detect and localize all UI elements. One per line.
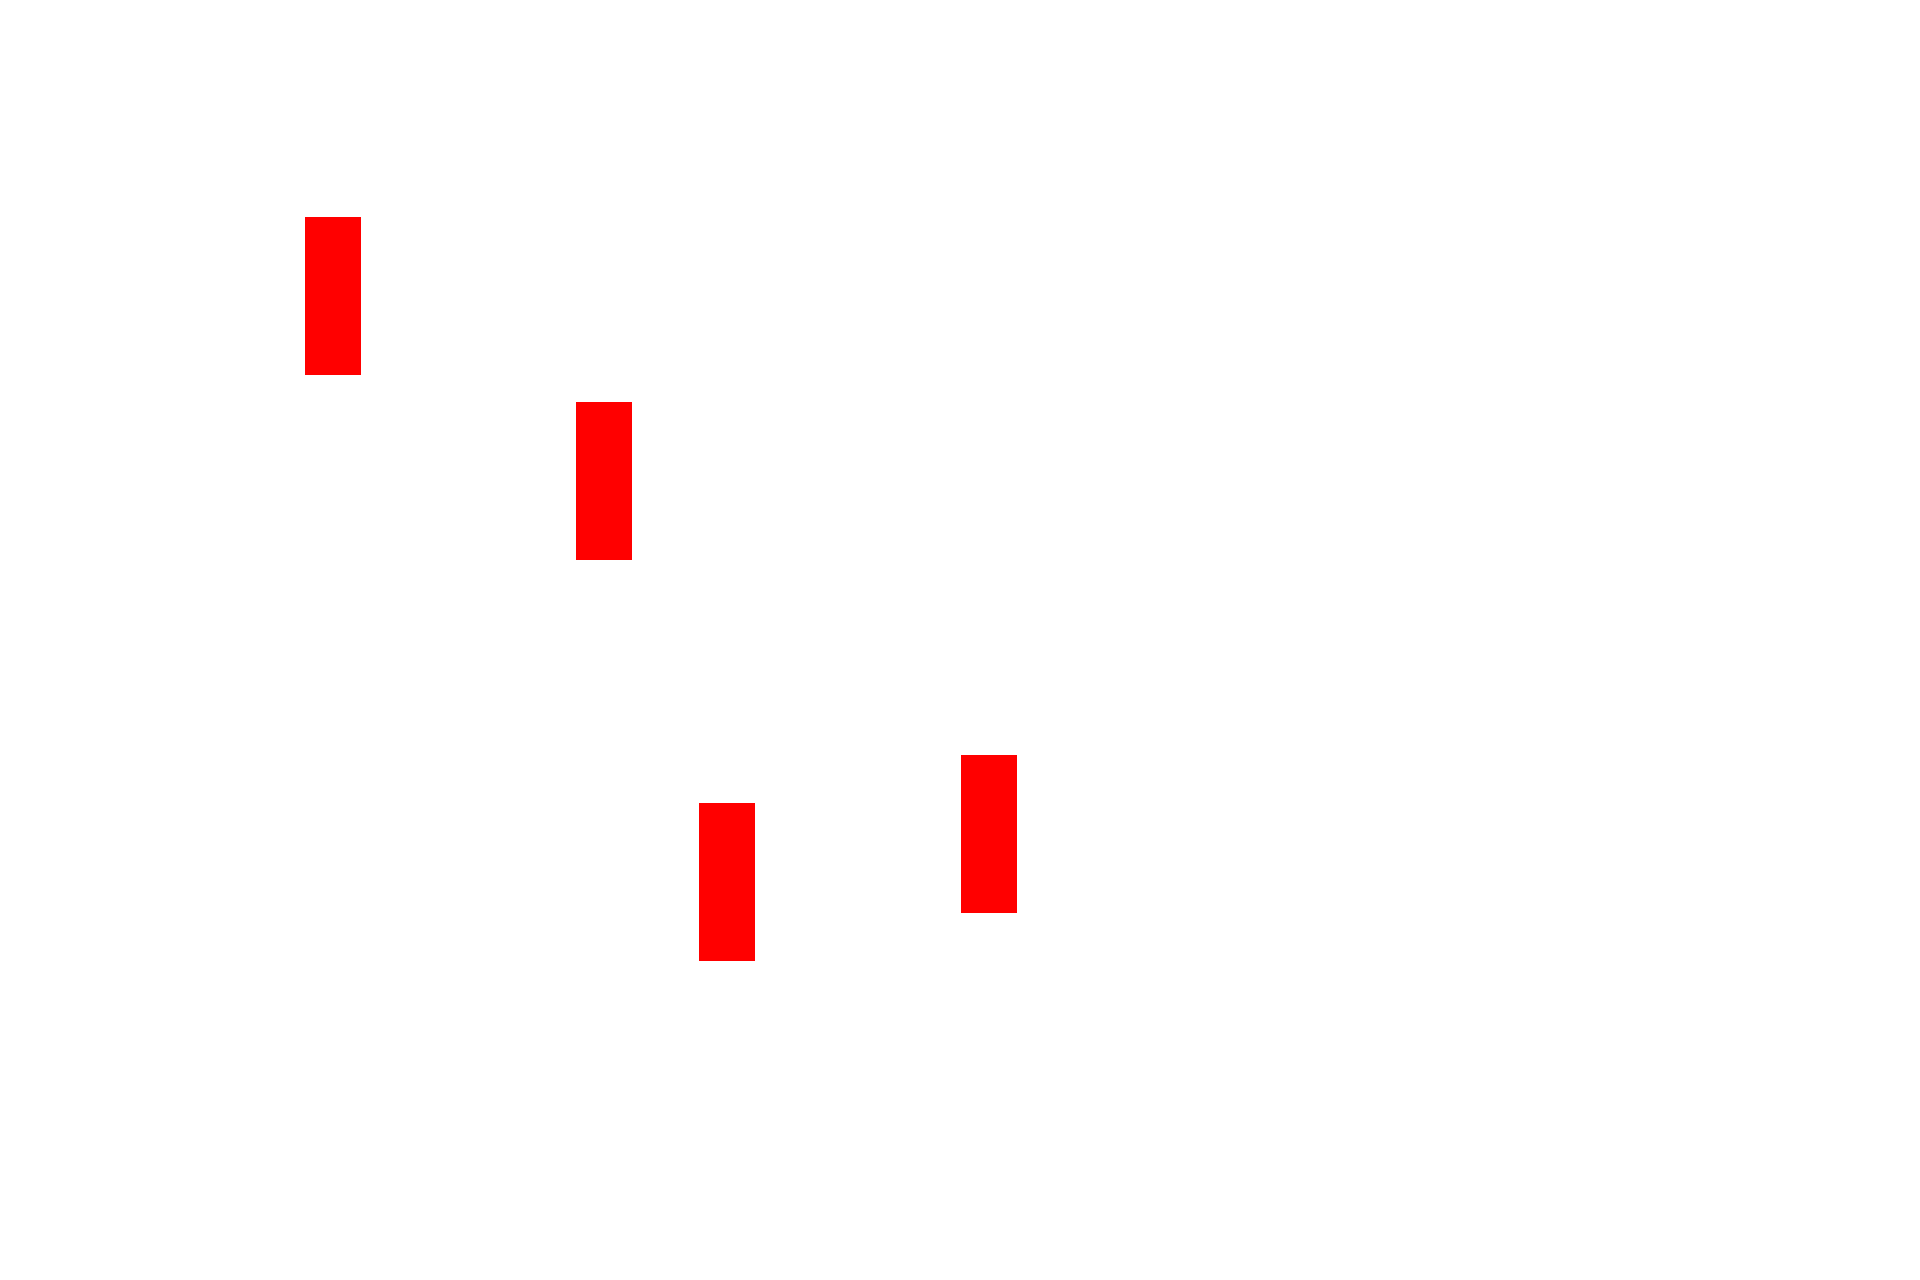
rectangle-shape-1 — [305, 217, 361, 375]
rectangle-shape-2 — [576, 402, 632, 560]
rectangle-shape-4 — [961, 755, 1017, 913]
rectangle-shape-3 — [699, 803, 755, 961]
